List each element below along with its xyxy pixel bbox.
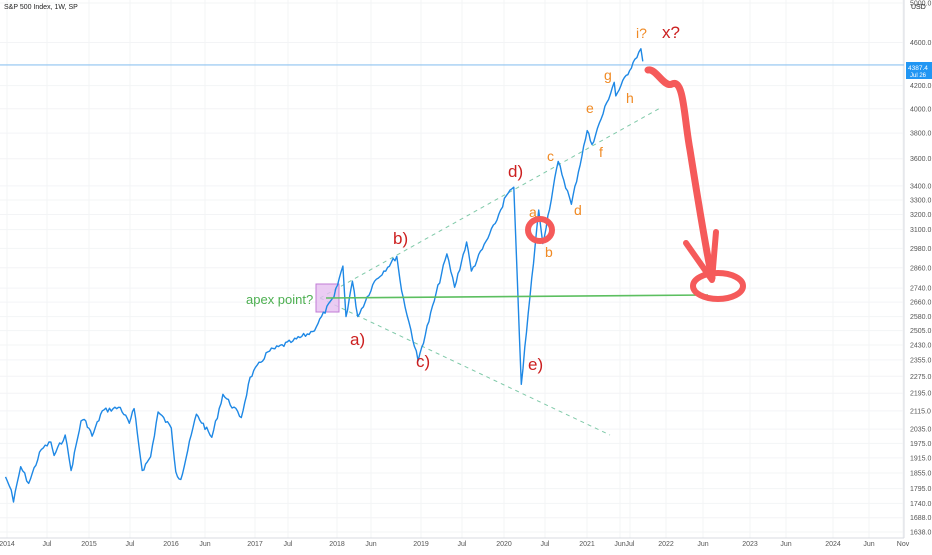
- y-tick-label: 1855.0: [910, 471, 932, 478]
- wave-label-a-orange: a: [529, 204, 537, 220]
- wave-label-e-red: e): [528, 355, 543, 374]
- x-tick-label: 2024: [825, 541, 841, 548]
- y-tick-label: 1638.0: [910, 530, 932, 537]
- last-price-date: Jul 26: [910, 73, 927, 79]
- x-tick-label: Jul: [541, 541, 550, 548]
- x-tick-label: 2016: [163, 541, 179, 548]
- wave-label-g-orange: g: [604, 67, 612, 83]
- y-tick-label: 2355.0: [910, 357, 932, 364]
- x-tick-label: 2015: [81, 541, 97, 548]
- y-tick-label: 3100.0: [910, 227, 932, 234]
- x-tick-label: Jul: [626, 541, 635, 548]
- y-tick-label: 5000.0: [910, 1, 932, 8]
- x-tick-label: Jul: [126, 541, 135, 548]
- upper-trendline: [319, 106, 663, 299]
- y-tick-label: 2195.0: [910, 391, 932, 398]
- x-tick-label: Jun: [863, 541, 874, 548]
- symbol-header[interactable]: S&P 500 Index, 1W, SP: [4, 4, 78, 11]
- wave-label-b-orange: b: [545, 244, 553, 260]
- price-line: [4, 48, 644, 503]
- y-tick-label: 4200.0: [910, 83, 932, 90]
- x-tick-label: 2021: [579, 541, 595, 548]
- x-tick-label: 2019: [413, 541, 429, 548]
- last-price-tag: 4387.4 Jul 26: [906, 62, 932, 79]
- forecast-arrow-path: [644, 66, 716, 282]
- x-tick-label: Jun: [365, 541, 376, 548]
- y-tick-label: 2275.0: [910, 374, 932, 381]
- forecast-arrowhead: [683, 229, 719, 283]
- y-tick-label: 2580.0: [910, 314, 932, 321]
- y-tick-label: 3400.0: [910, 183, 932, 190]
- x-tick-label: Jun: [614, 541, 625, 548]
- y-tick-label: 2860.0: [910, 265, 932, 272]
- x-tick-label: Nov: [897, 541, 910, 548]
- y-tick-label: 4600.0: [910, 40, 932, 47]
- y-tick-label: 2430.0: [910, 343, 932, 350]
- y-tick-label: 2980.0: [910, 246, 932, 253]
- wave-label-c-red: c): [416, 352, 430, 371]
- y-tick-label: 4000.0: [910, 106, 932, 113]
- wave-label-f-orange: f: [599, 144, 603, 160]
- y-tick-label: 2115.0: [910, 408, 931, 415]
- apex-label: apex point?: [246, 292, 313, 307]
- y-tick-label: 1740.0: [910, 501, 932, 508]
- x-tick-label: 2017: [247, 541, 263, 548]
- x-tick-label: Jul: [284, 541, 293, 548]
- wave-label-x-red: x?: [662, 23, 680, 42]
- y-tick-label: 3200.0: [910, 212, 932, 219]
- currency-label: USD: [911, 4, 926, 11]
- wave-ab-circle: [525, 216, 555, 244]
- x-tick-label: Jul: [43, 541, 52, 548]
- last-price-value: 4387.4: [908, 65, 928, 72]
- target-circle: [690, 270, 746, 302]
- apex-support-line: [325, 294, 709, 299]
- wave-label-d-red: d): [508, 162, 523, 181]
- wave-label-h-orange: h: [626, 90, 634, 106]
- y-tick-label: 2660.0: [910, 300, 932, 307]
- y-tick-label: 3300.0: [910, 197, 932, 204]
- y-tick-label: 2505.0: [910, 328, 932, 335]
- wave-label-d-orange: d: [574, 202, 582, 218]
- x-tick-label: 2018: [329, 541, 345, 548]
- y-tick-label: 1915.0: [910, 455, 932, 462]
- wave-label-a-red: a): [350, 330, 365, 349]
- y-tick-label: 3600.0: [910, 156, 932, 163]
- wave-label-e-orange: e: [586, 100, 594, 116]
- x-tick-label: 2022: [658, 541, 674, 548]
- wave-label-i-orange: i?: [636, 25, 647, 41]
- y-tick-label: 1688.0: [910, 515, 932, 522]
- x-tick-label: Jun: [780, 541, 791, 548]
- y-tick-label: 3800.0: [910, 131, 932, 138]
- x-tick-label: Jul: [458, 541, 467, 548]
- lower-trendline: [319, 297, 611, 436]
- x-tick-label: Jun: [199, 541, 210, 548]
- x-tick-label: Jun: [697, 541, 708, 548]
- y-tick-label: 1975.0: [910, 441, 932, 448]
- wave-label-c-orange: c: [547, 148, 554, 164]
- y-tick-label: 1795.0: [910, 486, 932, 493]
- x-tick-label: 2023: [742, 541, 758, 548]
- x-tick-label: 2020: [496, 541, 512, 548]
- x-tick-label: 2014: [0, 541, 15, 548]
- wave-label-b-red: b): [393, 229, 408, 248]
- y-tick-label: 2740.0: [910, 286, 932, 293]
- y-tick-label: 2035.0: [910, 427, 932, 434]
